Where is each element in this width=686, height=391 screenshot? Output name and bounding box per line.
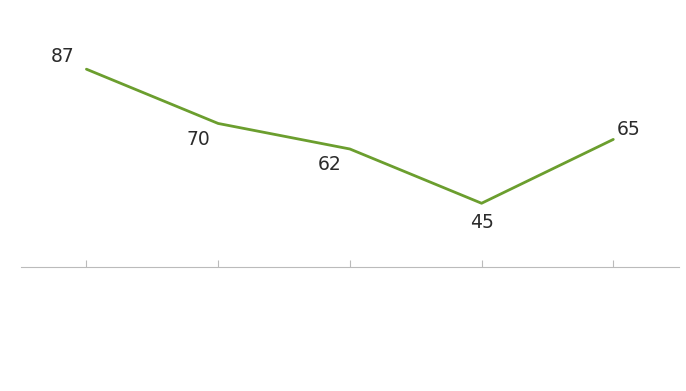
Text: 70: 70: [187, 130, 211, 149]
Text: 62: 62: [318, 156, 342, 174]
Text: 45: 45: [470, 213, 493, 232]
Text: 87: 87: [51, 47, 75, 66]
Text: 65: 65: [617, 120, 641, 139]
